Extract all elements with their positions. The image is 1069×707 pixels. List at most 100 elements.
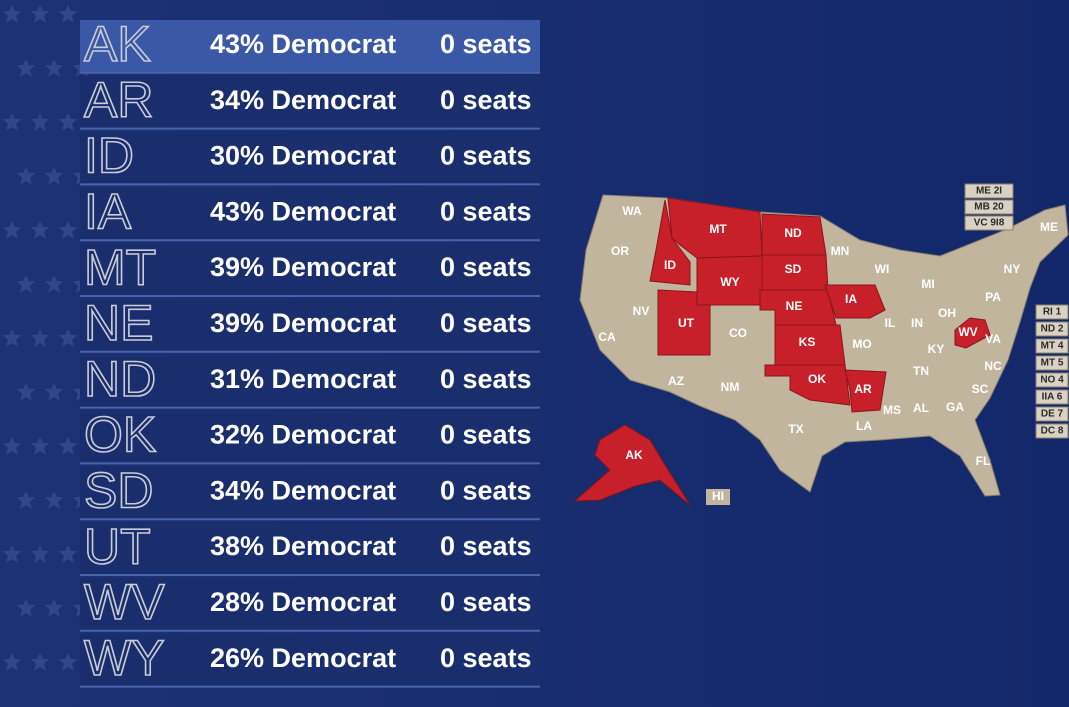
inset-box [1035, 389, 1069, 405]
democrat-share: 32% Democrat [210, 420, 396, 450]
state-abbr: MT [84, 239, 156, 295]
inset-label: RI 1 [1043, 307, 1062, 318]
state-label: UT [678, 316, 695, 330]
state-label: AK [625, 448, 643, 462]
state-label: NC [984, 359, 1002, 373]
star [59, 113, 77, 131]
state-label: OH [938, 306, 956, 320]
state-label: OK [808, 372, 826, 386]
seats: 0 seats [440, 196, 532, 226]
democrat-share: 43% Democrat [210, 29, 396, 59]
state-abbr: UT [84, 518, 151, 574]
seats: 0 seats [440, 364, 532, 394]
state-label: KY [928, 342, 945, 356]
state-label: MO [852, 337, 871, 351]
row-bg [80, 522, 540, 574]
state-label: ID [664, 258, 676, 272]
seats: 0 seats [440, 252, 532, 282]
star [31, 437, 49, 455]
democrat-share: 26% Democrat [210, 643, 396, 673]
star [59, 329, 77, 347]
state-label: ND [784, 226, 802, 240]
star [45, 599, 63, 617]
state-label: WA [622, 204, 642, 218]
state-abbr: IA [84, 184, 132, 240]
state-label: AR [854, 382, 872, 396]
state-abbr: NE [84, 295, 153, 351]
star [17, 383, 35, 401]
star [59, 221, 77, 239]
state-label: SC [972, 382, 989, 396]
star [3, 437, 21, 455]
row-bg [80, 243, 540, 295]
state-shape [824, 284, 886, 319]
inset-label: MT 4 [1041, 341, 1064, 352]
star [17, 599, 35, 617]
results-table: AK 43% Democrat 0 seats AR 34% Democrat 0 sea… [80, 15, 540, 688]
star [59, 653, 77, 671]
state-abbr: ID [84, 128, 134, 184]
state-abbr: ND [84, 351, 156, 407]
state-label: TN [913, 364, 929, 378]
seats: 0 seats [440, 308, 532, 338]
row-bg [80, 299, 540, 351]
inset-box [1035, 304, 1069, 320]
state-label: WY [720, 275, 739, 289]
star [3, 113, 21, 131]
state-label: AL [913, 401, 929, 415]
star [31, 113, 49, 131]
inset-box [964, 183, 1014, 199]
state-shape [573, 424, 691, 506]
row-bg [80, 75, 540, 128]
state-abbr: SD [84, 463, 153, 519]
seats: 0 seats [440, 643, 532, 673]
star [31, 653, 49, 671]
state-label: GA [946, 400, 964, 414]
star [45, 491, 63, 509]
seats: 0 seats [440, 587, 532, 617]
star [3, 221, 21, 239]
row-bg [80, 131, 540, 184]
row-bg [80, 187, 540, 240]
state-label: MS [883, 403, 901, 417]
star [59, 437, 77, 455]
state-shape [657, 289, 711, 356]
state-shape [844, 369, 887, 413]
democrat-share: 30% Democrat [210, 141, 396, 171]
state-label: LA [856, 419, 872, 433]
state-label: FL [976, 454, 991, 468]
state-label: VA [985, 332, 1001, 346]
row-bg [80, 354, 540, 407]
star [3, 545, 21, 563]
state-label: CO [729, 326, 747, 340]
seats: 0 seats [440, 141, 532, 171]
star [31, 221, 49, 239]
democrat-share: 39% Democrat [210, 308, 396, 338]
state-label: IN [911, 316, 923, 330]
democrat-share: 39% Democrat [210, 252, 396, 282]
inset-box [1035, 372, 1069, 388]
state-label: MT [709, 222, 727, 236]
seats: 0 seats [440, 85, 532, 115]
star [45, 59, 63, 77]
state-label: SD [785, 262, 802, 276]
state-label: WI [875, 262, 890, 276]
state-label: HI [712, 489, 724, 503]
inset-label: IIA 6 [1042, 392, 1063, 403]
inset-box [1035, 355, 1069, 371]
democrat-share: 38% Democrat [210, 531, 396, 561]
star [45, 383, 63, 401]
state-abbr: WY [84, 630, 165, 686]
state-abbr: OK [84, 407, 156, 463]
state-label: AZ [668, 374, 684, 388]
inset-label: ME 2I [976, 186, 1002, 197]
row-bg [80, 466, 540, 519]
inset-label: DE 7 [1041, 409, 1064, 420]
star [3, 329, 21, 347]
inset-box [964, 215, 1014, 231]
inset-label: VC 9I8 [974, 218, 1005, 229]
state-label: CA [598, 330, 616, 344]
row-bg [80, 633, 540, 686]
hi-box [706, 489, 730, 505]
